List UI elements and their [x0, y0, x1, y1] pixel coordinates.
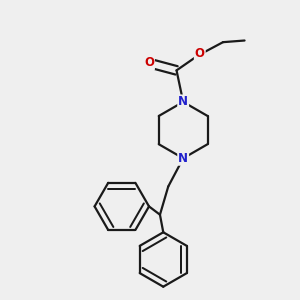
Text: N: N	[178, 152, 188, 165]
Text: O: O	[144, 56, 154, 69]
Text: O: O	[195, 47, 205, 60]
Text: N: N	[178, 95, 188, 108]
